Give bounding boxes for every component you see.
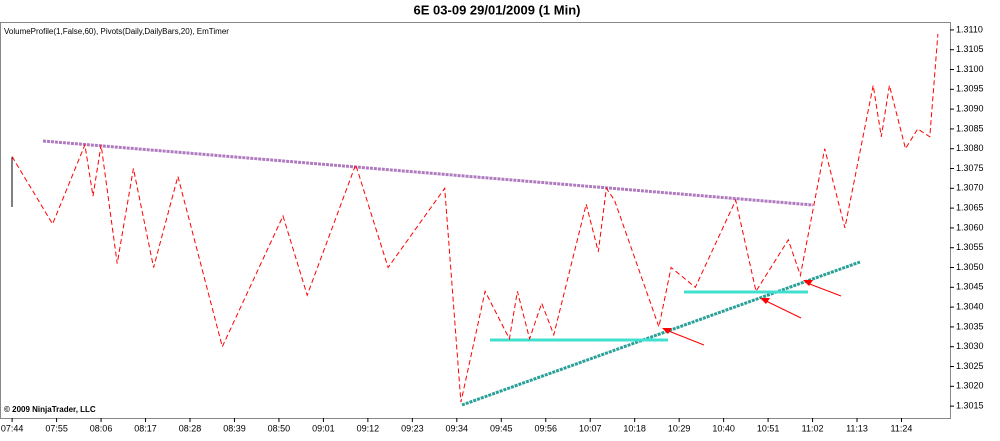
x-tick-label: 10:07	[579, 423, 602, 433]
arrowhead	[662, 328, 672, 334]
x-tick-label: 08:39	[223, 423, 246, 433]
copyright: © 2009 NinjaTrader, LLC	[4, 405, 96, 414]
y-tick-label: 1.3055	[956, 242, 984, 252]
x-tick-label: 09:12	[357, 423, 380, 433]
x-tick-label: 07:44	[1, 423, 24, 433]
x-tick-label: 09:56	[534, 423, 557, 433]
x-tick-label: 08:28	[179, 423, 202, 433]
x-tick-label: 09:34	[446, 423, 469, 433]
y-tick-label: 1.3045	[956, 282, 984, 292]
x-tick-label: 09:45	[490, 423, 513, 433]
x-tick-label: 10:40	[712, 423, 735, 433]
x-tick-label: 11:13	[846, 423, 868, 433]
arrowhead	[803, 280, 813, 286]
y-tick-label: 1.3090	[956, 103, 984, 113]
y-tick-label: 1.3085	[956, 123, 984, 133]
y-tick-label: 1.3105	[956, 44, 984, 54]
y-tick-label: 1.3025	[956, 361, 984, 371]
y-tick-label: 1.3100	[956, 64, 984, 74]
x-tick-label: 07:55	[45, 423, 68, 433]
price-line	[11, 33, 939, 403]
indicator-list: VolumeProfile(1,False,60), Pivots(Daily,…	[4, 27, 229, 36]
x-tick-label: 09:23	[401, 423, 424, 433]
x-tick-label: 11:02	[802, 423, 824, 433]
y-tick-label: 1.3040	[956, 301, 984, 311]
y-tick-label: 1.3030	[956, 341, 984, 351]
arrow	[665, 329, 705, 346]
y-tick-label: 1.3065	[956, 202, 984, 212]
resistance-trendline	[42, 139, 814, 207]
chart-title: 6E 03-09 29/01/2009 (1 Min)	[414, 2, 581, 17]
y-tick-label: 1.3020	[956, 381, 984, 391]
x-tick-label: 10:18	[623, 423, 646, 433]
arrows	[662, 280, 842, 346]
arrow	[763, 299, 802, 319]
y-tick-label: 1.3095	[956, 84, 984, 94]
y-tick-label: 1.3080	[956, 143, 984, 153]
y-tick-label: 1.3070	[956, 183, 984, 193]
plot-area	[0, 22, 951, 419]
y-tick-label: 1.3075	[956, 163, 984, 173]
y-tick-label: 1.3015	[956, 400, 984, 410]
y-tick-label: 1.3110	[956, 24, 983, 34]
arrowhead	[760, 298, 770, 304]
x-tick-label: 10:51	[757, 423, 780, 433]
arrow	[806, 282, 842, 297]
x-tick-label: 08:50	[268, 423, 291, 433]
x-tick-label: 09:01	[312, 423, 335, 433]
x-tick-label: 08:17	[134, 423, 157, 433]
y-tick-label: 1.3050	[956, 262, 984, 272]
y-tick-label: 1.3060	[956, 222, 984, 232]
x-tick-label: 08:06	[90, 423, 113, 433]
y-tick-label: 1.3035	[956, 321, 984, 331]
x-tick-label: 10:29	[668, 423, 691, 433]
x-tick-label: 11:24	[891, 423, 913, 433]
support-trendline	[461, 260, 861, 407]
